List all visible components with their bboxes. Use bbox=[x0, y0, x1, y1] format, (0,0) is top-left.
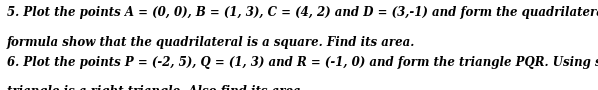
Text: 6. Plot the points P = (-2, 5), Q = (1, 3) and R = (-1, 0) and form the triangle: 6. Plot the points P = (-2, 5), Q = (1, … bbox=[7, 56, 598, 69]
Text: formula show that the quadrilateral is a square. Find its area.: formula show that the quadrilateral is a… bbox=[7, 36, 416, 49]
Text: triangle is a right triangle. Also find its area.: triangle is a right triangle. Also find … bbox=[7, 86, 305, 90]
Text: 5. Plot the points A = (0, 0), B = (1, 3), C = (4, 2) and D = (3,-1) and form th: 5. Plot the points A = (0, 0), B = (1, 3… bbox=[7, 6, 598, 19]
